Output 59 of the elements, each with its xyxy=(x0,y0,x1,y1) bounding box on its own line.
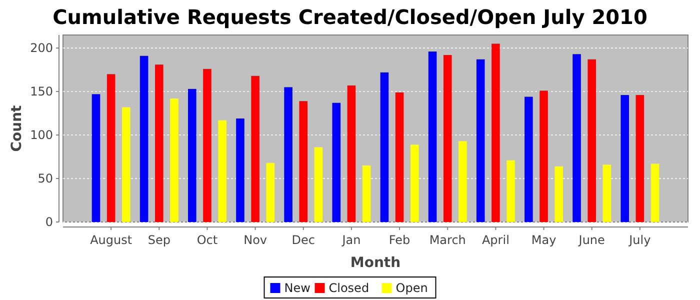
bar xyxy=(602,164,612,222)
x-axis-title: Month xyxy=(350,255,401,271)
bar xyxy=(106,74,116,222)
bar xyxy=(155,64,164,222)
bar xyxy=(203,68,212,222)
x-tick-label: Nov xyxy=(244,233,268,247)
bar xyxy=(410,144,419,222)
bar xyxy=(251,76,260,222)
bar xyxy=(188,88,196,222)
y-axis-title: Count xyxy=(9,104,25,152)
bar xyxy=(588,59,596,222)
legend-label: New xyxy=(284,281,311,295)
bar xyxy=(92,94,100,222)
legend-label: Closed xyxy=(328,281,370,295)
bar xyxy=(395,92,404,222)
legend-label: Open xyxy=(396,281,428,295)
bar xyxy=(540,90,548,222)
bar xyxy=(266,162,275,222)
bar xyxy=(554,166,563,222)
bar xyxy=(332,102,341,222)
bar xyxy=(218,120,226,222)
chart-title: Cumulative Requests Created/Closed/Open July 2010 xyxy=(52,5,648,29)
bar xyxy=(492,44,500,222)
x-tick-label: July xyxy=(628,233,651,247)
bar xyxy=(572,54,581,222)
y-tick-label: 150 xyxy=(30,84,53,99)
bar xyxy=(170,98,178,222)
x-tick-label: Oct xyxy=(196,233,218,247)
bar xyxy=(380,72,389,222)
bar xyxy=(428,52,437,222)
x-tick-label: April xyxy=(482,233,510,247)
bar xyxy=(476,59,485,222)
y-tick-label: 50 xyxy=(38,172,53,186)
bar xyxy=(236,118,244,222)
bar xyxy=(443,55,452,222)
x-tick-label: June xyxy=(578,233,605,247)
x-tick-label: Jan xyxy=(341,233,361,247)
bar xyxy=(140,56,148,222)
bar xyxy=(620,95,629,222)
bar xyxy=(458,141,467,222)
bar xyxy=(362,165,371,222)
bar xyxy=(284,87,292,222)
x-tick-label: Sep xyxy=(148,233,170,247)
bar xyxy=(636,95,644,222)
bar xyxy=(299,101,308,222)
bar xyxy=(524,96,533,222)
bar xyxy=(122,107,130,222)
bar xyxy=(650,164,660,222)
x-tick-label: March xyxy=(429,233,466,247)
x-tick-label: August xyxy=(90,233,132,247)
bar xyxy=(347,85,356,222)
y-tick-label: 0 xyxy=(45,215,53,230)
y-tick-label: 100 xyxy=(30,128,53,142)
bar xyxy=(506,160,515,222)
x-tick-label: Feb xyxy=(388,233,410,247)
bar xyxy=(314,147,323,222)
x-tick-label: Dec xyxy=(292,233,315,247)
x-tick-label: May xyxy=(531,233,556,247)
y-tick-label: 200 xyxy=(30,41,53,56)
